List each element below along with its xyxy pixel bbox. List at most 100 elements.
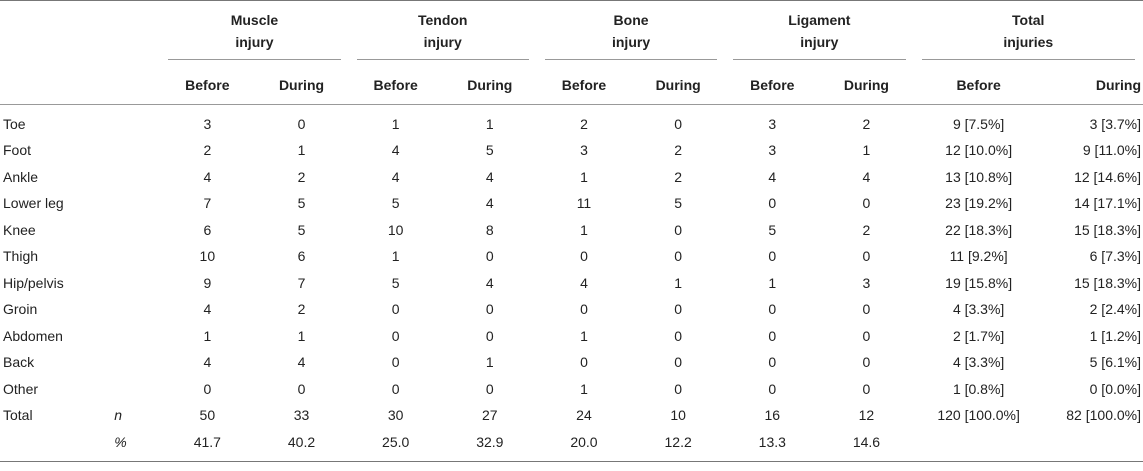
row-label: Foot [3,142,32,159]
table-row: Toe 3 0 1 1 2 0 3 2 9 [7.5%] 3 [3.7%] [0,105,1143,138]
group-divider [356,59,529,60]
table-cell: 0 [768,195,777,212]
row-label: Ankle [3,168,39,185]
group-header-line1: Total [1012,12,1045,28]
table-cell: 14.6 [819,428,914,462]
group-header-ligament: Ligament injury [725,1,913,59]
table-row: Thigh 10 6 1 0 0 0 0 0 11 [9.2%] 6 [7.3%] [0,243,1143,270]
table-cell: 4 [485,168,494,185]
group-divider [733,59,906,60]
table-cell: 0 [674,301,683,318]
table-row: Knee 6 5 10 8 1 0 5 2 22 [18.3%] 15 [18.3%] [0,217,1143,244]
table-cell: 4 [203,168,212,185]
table-cell: 0 [391,380,400,397]
table-cell: 120 [100.0%] [937,407,1020,424]
table-cell: 1 [297,142,306,159]
header-blank [0,1,108,59]
table-cell: 2 [580,116,588,132]
table-cell: 4 [862,168,871,185]
table-body: Toe 3 0 1 1 2 0 3 2 9 [7.5%] 3 [3.7%] Foot 2 1 4 5 3 2 3 1 1… [0,105,1143,462]
table-row: Lower leg 7 5 5 4 11 5 0 0 23 [19.2%] 14 [17.1%] [0,190,1143,217]
table-cell: 82 [100.0%] [1066,407,1141,424]
table-cell: 2 [674,142,683,159]
table-cell: 12 [10.0%] [945,142,1013,159]
table-cell: 0 [297,380,306,397]
table-cell: 1 [485,354,494,371]
table-cell: 0 [580,354,588,371]
table-cell: 3 [3.7%] [1089,116,1141,132]
table-row: Other 0 0 0 0 1 0 0 0 1 [0.8%] 0 [0.0%] [0,376,1143,403]
table-cell: 3 [768,142,777,159]
row-stat-label [108,376,160,403]
table-cell: 11 [9.2%] [949,248,1008,265]
table-cell: 1 [580,380,588,397]
table-cell: 3 [768,116,777,132]
group-header-muscle: Muscle injury [160,1,348,59]
table-cell: 2 [1.7%] [952,327,1005,344]
row-stat-label: n [114,407,122,424]
group-header-line2: injuries [1003,34,1054,50]
table-cell: 13 [10.8%] [945,168,1013,185]
table-cell: 15 [18.3%] [1074,274,1141,291]
table-cell: 14 [17.1%] [1074,195,1141,212]
table-cell: 2 [862,221,871,238]
table-cell: 12 [14.6%] [1074,168,1141,185]
table-cell: 3 [862,274,871,291]
table-cell: 5 [485,142,494,159]
table-cell: 0 [391,327,400,344]
table-cell: 1 [485,116,494,132]
table-cell: 8 [485,221,494,238]
table-cell: 30 [387,407,404,424]
group-header-line1: Tendon [417,12,468,28]
table-cell: 1 [768,274,777,291]
table-cell: 0 [674,354,683,371]
table-cell: 5 [391,274,400,291]
table-row: Foot 2 1 4 5 3 2 3 1 12 [10.0%] 9 [11.0%] [0,137,1143,164]
table-cell: 2 [862,116,871,132]
table-cell: 0 [768,248,777,265]
table-cell: 10 [670,407,686,424]
group-header-line1: Muscle [230,12,279,28]
row-stat-label [108,243,160,270]
table-cell: 20.0 [536,428,632,462]
group-header-line1: Ligament [788,12,851,28]
table-cell: 22 [18.3%] [945,221,1013,238]
table-cell: 15 [18.3%] [1074,221,1141,238]
group-divider [168,59,341,60]
subheader-during: During [254,60,349,105]
group-header-total: Total injuries [914,1,1143,59]
subheader-before: Before [913,60,1044,105]
subheader-during: During [819,60,914,105]
table-cell: 12 [858,407,875,424]
table-cell: 23 [19.2%] [945,195,1013,212]
header-blank [108,1,160,59]
row-stat-label [108,349,160,376]
table-cell: 4 [768,168,777,185]
group-header-line2: injury [800,34,839,50]
table-cell: 0 [391,354,400,371]
table-cell: 3 [580,142,588,159]
row-stat-label [108,323,160,350]
table-cell: 41.7 [160,428,255,462]
table-cell: 2 [674,168,683,185]
table-cell: 9 [11.0%] [1082,142,1141,159]
table-cell: 10 [199,248,216,265]
row-stat-label [108,270,160,297]
row-stat-label [108,105,160,138]
table-row: Hip/pelvis 9 7 5 4 4 1 1 3 19 [15.8%] 15 [18.3%] [0,270,1143,297]
row-label: Total [3,407,33,424]
table-cell: 10 [387,221,404,238]
table-cell: 0 [297,116,306,132]
table-cell: 6 [203,221,212,238]
table-cell: 0 [862,195,871,212]
table-cell: 0 [580,301,588,318]
table-cell: 0 [485,327,494,344]
table-cell: 5 [768,221,777,238]
table-cell: 1 [1.2%] [1089,327,1141,344]
table-row: % 41.7 40.2 25.0 32.9 20.0 12.2 13.3 14.6 [0,428,1143,462]
table-cell: 1 [391,248,400,265]
table-row: Abdomen 1 1 0 0 1 0 0 0 2 [1.7%] 1 [1.2%] [0,323,1143,350]
table-cell: 2 [297,301,306,318]
table-cell: 1 [580,327,588,344]
table-cell: 1 [391,116,400,132]
